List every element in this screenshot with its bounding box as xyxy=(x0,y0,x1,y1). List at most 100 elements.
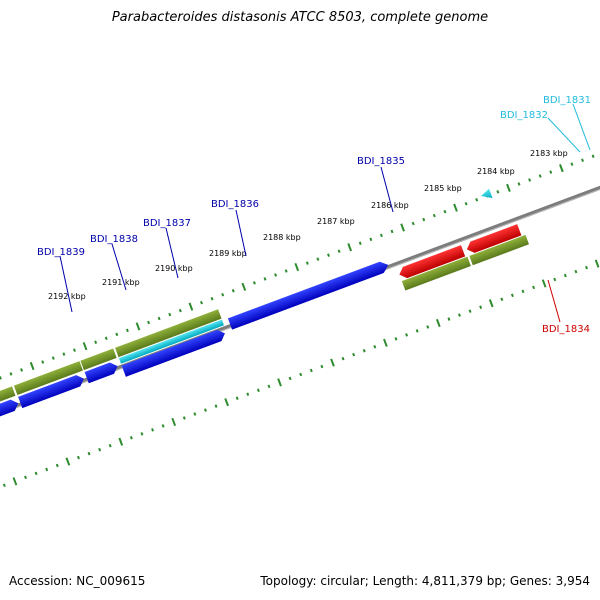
minor-tick xyxy=(299,372,303,377)
major-tick xyxy=(347,243,353,252)
cds-feature xyxy=(84,362,118,384)
major-tick xyxy=(294,262,300,272)
inner-tick-ruler xyxy=(2,259,600,488)
minor-tick xyxy=(115,332,119,337)
minor-tick xyxy=(200,300,203,305)
minor-tick xyxy=(305,261,309,265)
gene-label-bdi-1831: BDI_1831 xyxy=(543,95,591,106)
major-tick xyxy=(241,282,247,291)
gene-label-bdi-1835: BDI_1835 xyxy=(357,156,405,167)
kbp-label: 2189 kbp xyxy=(209,249,247,258)
minor-tick xyxy=(464,201,468,206)
minor-tick xyxy=(204,408,207,412)
gene-label-bdi-1838: BDI_1838 xyxy=(90,234,138,245)
gene-label-bdi-1836: BDI_1836 xyxy=(211,199,259,210)
gene-feature xyxy=(80,348,117,371)
map-title: Parabacteroides distasonis ATCC 8503, co… xyxy=(111,10,489,25)
minor-tick xyxy=(9,372,13,376)
major-tick xyxy=(188,302,194,311)
minor-tick xyxy=(2,483,6,488)
minor-tick xyxy=(358,241,362,246)
minor-tick xyxy=(267,384,271,389)
major-tick xyxy=(594,259,600,268)
minor-tick xyxy=(432,213,436,218)
minor-tick xyxy=(585,265,588,270)
minor-tick xyxy=(496,190,500,194)
minor-tick xyxy=(538,174,542,178)
cds-bdi-1835 xyxy=(227,261,389,330)
gene-label-bdi-1832: BDI_1832 xyxy=(500,110,548,121)
minor-tick xyxy=(574,269,578,274)
minor-tick xyxy=(390,229,394,234)
outer-tick-ruler xyxy=(0,154,595,380)
major-tick xyxy=(65,457,71,466)
minor-tick xyxy=(284,269,288,273)
cds-feature xyxy=(121,329,225,377)
minor-tick xyxy=(320,364,324,369)
gene-track-olive xyxy=(0,234,529,414)
minor-tick xyxy=(362,348,366,353)
minor-tick xyxy=(168,312,172,317)
minor-tick xyxy=(87,451,91,456)
minor-tick xyxy=(422,217,426,222)
minor-tick xyxy=(55,463,59,468)
major-tick xyxy=(383,338,388,347)
cds-bdi-1834 xyxy=(399,245,466,279)
major-tick xyxy=(29,361,35,371)
major-tick xyxy=(12,477,18,486)
minor-tick xyxy=(125,328,129,333)
minor-tick xyxy=(45,467,49,472)
minor-tick xyxy=(73,348,76,352)
major-tick xyxy=(453,203,458,212)
minor-tick xyxy=(352,352,356,357)
major-tick xyxy=(488,299,494,308)
major-tick xyxy=(330,358,335,367)
minor-tick xyxy=(521,289,525,294)
minor-tick xyxy=(532,285,536,290)
minor-tick xyxy=(447,317,451,321)
minor-tick xyxy=(379,233,383,238)
minor-tick xyxy=(34,471,38,476)
minor-tick xyxy=(98,447,102,452)
minor-tick xyxy=(76,455,80,460)
cds-bdi-1831 xyxy=(481,188,493,199)
cds-feature xyxy=(18,375,84,409)
minor-tick xyxy=(443,209,447,214)
minor-tick xyxy=(369,237,373,242)
minor-tick xyxy=(553,277,557,282)
cds-feature xyxy=(466,224,522,253)
minor-tick xyxy=(41,360,45,364)
kbp-label: 2186 kbp xyxy=(371,201,409,210)
kbp-label: 2183 kbp xyxy=(530,149,568,158)
major-tick xyxy=(559,164,564,173)
major-tick xyxy=(118,437,124,446)
minor-tick xyxy=(51,356,55,360)
minor-tick xyxy=(581,158,584,162)
cds-feature xyxy=(0,399,19,427)
major-tick xyxy=(277,378,282,387)
major-tick xyxy=(82,342,88,351)
minor-tick xyxy=(263,277,267,281)
cds-track-blue xyxy=(0,261,389,427)
kbp-tick-labels: 2183 kbp 2184 kbp 2185 kbp 2186 kbp 2187… xyxy=(48,149,568,301)
minor-tick xyxy=(94,340,98,344)
minor-tick xyxy=(62,352,66,356)
cds-track-red xyxy=(399,224,522,279)
gene-feature xyxy=(0,386,16,414)
minor-tick xyxy=(252,281,256,285)
minor-tick xyxy=(178,308,182,313)
gene-labels: BDI_1831 BDI_1832 BDI_1834 BDI_1835 BDI_… xyxy=(37,95,591,335)
minor-tick xyxy=(458,313,461,317)
kbp-label: 2187 kbp xyxy=(317,217,355,226)
minor-tick xyxy=(309,368,313,373)
minor-tick xyxy=(373,345,377,349)
minor-tick xyxy=(182,416,186,420)
minor-tick xyxy=(274,273,278,277)
gene-label-bdi-1834: BDI_1834 xyxy=(542,324,590,335)
minor-tick xyxy=(528,178,532,182)
gene-label-bdi-1839: BDI_1839 xyxy=(37,247,85,258)
minor-tick xyxy=(256,388,260,393)
gene-label-bdi-1837: BDI_1837 xyxy=(143,218,191,229)
minor-tick xyxy=(221,292,225,297)
